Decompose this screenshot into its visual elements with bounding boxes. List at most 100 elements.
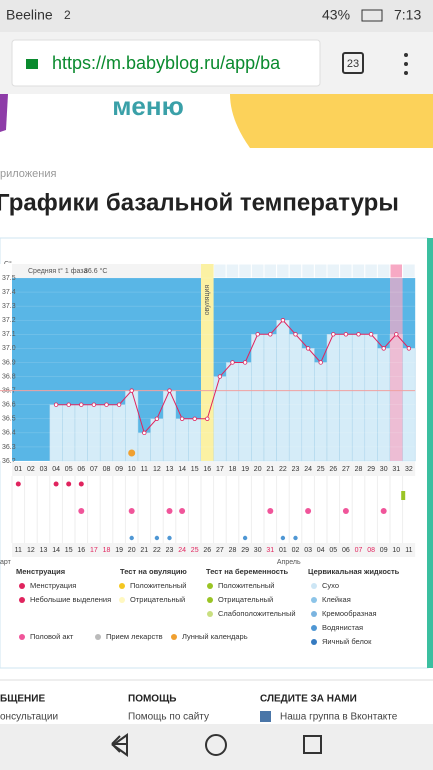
day-row: [12, 543, 416, 557]
temperature-point: [318, 360, 323, 365]
y-tick-label: 36.6: [2, 402, 16, 409]
x-tick-label: 31: [392, 466, 400, 473]
x-tick-label: 26: [329, 466, 337, 473]
date-label: 08: [367, 547, 375, 554]
url-field[interactable]: [11, 39, 321, 87]
footer-link[interactable]: онсультации: [0, 712, 58, 723]
x-tick-label: 25: [317, 466, 325, 473]
temperature-column: [188, 418, 202, 462]
breadcrumb[interactable]: риложения: [0, 168, 56, 180]
recents-button[interactable]: [303, 735, 322, 754]
menstruation-icon: [78, 481, 84, 487]
temperature-point: [242, 360, 248, 365]
day-cell: [238, 263, 252, 279]
day-cell: [225, 263, 240, 279]
x-tick-label: 20: [254, 466, 262, 473]
fluid-icon: [242, 535, 248, 541]
footer-link[interactable]: Наша группа в Вконтакте: [280, 712, 398, 723]
y-tick-label: 36.2: [2, 458, 16, 465]
date-label: 01: [279, 547, 287, 554]
heart-icon: [128, 508, 135, 514]
date-label: 28: [229, 547, 237, 554]
banner-shape: [230, 94, 433, 148]
heart-icon: [179, 508, 186, 514]
tabs-button[interactable]: [342, 52, 364, 74]
temperature-point: [381, 346, 386, 351]
home-button[interactable]: [205, 734, 227, 756]
temperature-point: [66, 402, 71, 407]
time: 7:13: [394, 7, 421, 23]
y-tick-label: 36.3: [2, 444, 16, 451]
day-cell: [389, 263, 404, 279]
x-tick-label: 30: [380, 466, 388, 473]
x-tick-label: 27: [342, 466, 350, 473]
temperature-point: [343, 332, 349, 337]
footer-link[interactable]: Помощь по сайту: [128, 712, 209, 723]
heart-icon: [305, 508, 312, 514]
x-tick-label: 13: [166, 466, 174, 473]
x-tick-label: 12: [153, 466, 161, 473]
temperature-point: [394, 332, 399, 337]
legend-item-icon: [19, 634, 25, 640]
footer-title: БЩЕНИЕ: [0, 694, 45, 705]
temperature-column: [251, 334, 265, 462]
footer-title: СЛЕДИТЕ ЗА НАМИ: [260, 694, 357, 705]
legend-item: Положительный: [130, 581, 186, 590]
temperature-point: [179, 416, 185, 421]
menu-dot[interactable]: [404, 53, 408, 57]
legend-item: Лунный календарь: [182, 632, 248, 641]
legend-item: Водянистая: [322, 623, 363, 632]
url[interactable]: https://m.babyblog.ru/app/ba: [52, 53, 281, 73]
lock-icon: [26, 59, 38, 69]
x-tick-label: 23: [292, 466, 300, 473]
battery: 43%: [322, 7, 350, 23]
temperature-point: [217, 374, 223, 379]
day-cell: [402, 263, 416, 279]
y-axis-strip: [0, 264, 12, 461]
carrier: Beeline: [6, 7, 53, 23]
temperature-point: [255, 332, 260, 337]
y-tick-label: 37.2: [2, 317, 16, 324]
day-cell: [313, 263, 328, 279]
temperature-point: [406, 346, 412, 351]
temperature-point: [129, 388, 134, 393]
date-label: 21: [140, 547, 148, 554]
temperature-point: [230, 360, 235, 365]
day-cell: [250, 263, 265, 279]
y-tick-label: 36.8: [2, 373, 16, 380]
x-tick-label: 08: [103, 466, 111, 473]
back-icon: [111, 733, 128, 757]
legend-item: Менструация: [30, 581, 76, 590]
legend-item: Сухо: [322, 581, 339, 590]
day-cell: [339, 263, 353, 279]
legend-icon: [19, 583, 25, 589]
x-tick-label: 10: [128, 466, 136, 473]
date-label: 17: [90, 547, 98, 554]
legend-item: Положительный: [218, 581, 274, 590]
temperature-column: [364, 334, 378, 462]
heart-icon: [267, 508, 274, 514]
temperature-point: [280, 318, 286, 323]
x-tick-label: 01: [14, 466, 22, 473]
scrollbar: [427, 238, 433, 668]
heart-icon: [166, 508, 173, 514]
moon-icon: [128, 449, 136, 457]
day-cell: [213, 263, 227, 279]
ovulation-label: овуляция: [204, 285, 211, 316]
menstruation-icon: [53, 481, 59, 487]
x-tick-label: 24: [304, 466, 312, 473]
legend-item-icon: [311, 597, 317, 603]
day-cell: [288, 263, 303, 279]
temperature-point: [53, 402, 59, 407]
date-label: 26: [203, 547, 211, 554]
x-tick-label: 04: [52, 466, 60, 473]
battery-icon: [361, 9, 383, 22]
day-cell: [326, 263, 341, 279]
legend-title: Менструация: [16, 567, 65, 576]
date-label: 24: [178, 547, 186, 554]
date-label: 12: [27, 547, 35, 554]
banner-text[interactable]: меню: [112, 91, 184, 121]
temperature-point: [305, 346, 311, 351]
